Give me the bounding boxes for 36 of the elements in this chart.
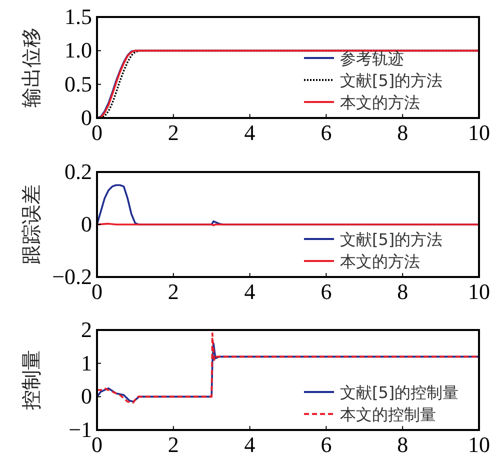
y-tick-label: −1 (68, 417, 92, 442)
x-tick-label: 2 (168, 120, 179, 145)
legend-label: 文献[5]的方法 (340, 71, 443, 90)
legend-label: 文献[5]的控制量 (340, 383, 459, 402)
x-tick-label: 4 (244, 279, 256, 304)
x-tick-label: 8 (397, 279, 408, 304)
x-tick-label: 8 (397, 432, 408, 457)
x-tick-label: 10 (468, 279, 490, 304)
y-tick-label: 0 (81, 212, 92, 236)
legend-label: 文献[5]的方法 (340, 230, 443, 249)
y-tick-label: −0.2 (52, 264, 92, 289)
x-tick-label: 2 (168, 432, 179, 457)
y-tick-label: 0.2 (64, 159, 92, 184)
y-axis-title: 控制量 (19, 350, 43, 410)
x-tick-label: 6 (320, 120, 332, 145)
x-tick-label: 4 (244, 120, 256, 145)
legend-label: 本文的控制量 (340, 405, 436, 424)
x-tick-label: 8 (397, 120, 408, 145)
legend-label: 参考轨迹 (340, 49, 404, 68)
x-tick-label: 4 (244, 432, 256, 457)
x-tick-label: 6 (320, 432, 332, 457)
y-tick-label: 2 (81, 317, 92, 342)
y-tick-label: 1.0 (64, 38, 92, 63)
y-tick-label: 1 (81, 350, 92, 376)
y-tick-label: 1.5 (64, 4, 92, 29)
legend-label: 本文的方法 (340, 93, 420, 112)
y-tick-label: 0.5 (64, 71, 92, 96)
y-axis-title: 输出位移 (19, 28, 43, 108)
x-tick-label: 10 (468, 120, 490, 145)
x-tick-label: 6 (320, 279, 332, 304)
y-tick-label: 0 (81, 384, 92, 409)
y-axis-title: 跟踪误差 (19, 184, 43, 264)
x-tick-label: 10 (468, 432, 490, 457)
legend-label: 本文的方法 (340, 252, 420, 271)
x-tick-label: 2 (168, 279, 179, 304)
line-series (97, 332, 479, 404)
